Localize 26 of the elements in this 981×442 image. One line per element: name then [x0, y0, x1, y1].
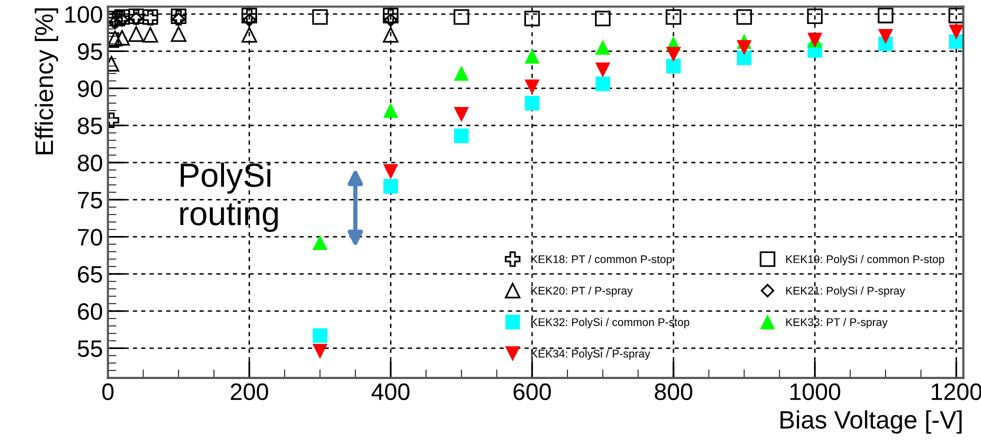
- y-tick-label: 55: [78, 340, 102, 357]
- legend-label: KEK21: PolySi / P-spray: [786, 286, 906, 297]
- y-tick-label: 65: [78, 266, 102, 283]
- y-tick-label: 60: [78, 303, 102, 320]
- annotation: PolySi routing: [180, 162, 278, 232]
- legend-label: KEK20: PT / P-spray: [531, 286, 633, 297]
- legend-label: KEK33: PT / P-spray: [786, 318, 888, 328]
- y-tick-label: 75: [78, 192, 102, 208]
- legend-label: KEK32: PolySi / common P-stop: [531, 318, 690, 328]
- x-tick-label: 600: [514, 383, 551, 400]
- y-tick-label: 80: [78, 154, 102, 172]
- legend-label: KEK34: PolySi / P-spray: [531, 349, 650, 360]
- y-tick-label: 70: [78, 228, 102, 246]
- x-tick-label: 200: [230, 383, 268, 400]
- y-tick-label: 95: [78, 43, 102, 60]
- x-tick-label: 1000: [790, 383, 840, 400]
- legend-label: KEK19: PolySi / common P-stop: [786, 254, 944, 266]
- x-tick-label: 800: [654, 383, 692, 400]
- y-tick-label: 85: [78, 118, 102, 134]
- y-tick-label: 90: [78, 80, 102, 98]
- y-tick-label: 100: [65, 6, 102, 23]
- x-axis-title: Bias Voltage [-V]: [780, 410, 962, 434]
- legend-label: KEK18: PT / common P-stop: [531, 254, 672, 266]
- x-tick-label: 400: [372, 383, 410, 400]
- y-axis-title: Efficiency [%]: [34, 8, 58, 154]
- x-tick-label: 0: [102, 383, 114, 400]
